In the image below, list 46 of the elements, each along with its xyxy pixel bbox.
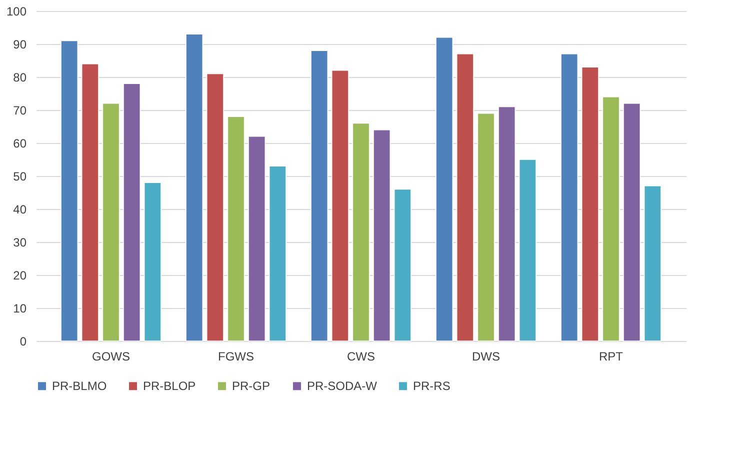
bar (186, 34, 204, 342)
bar (81, 63, 99, 342)
bar (644, 186, 662, 342)
bar (102, 103, 120, 342)
bar (394, 188, 412, 342)
y-tick-label: 60 (13, 136, 27, 150)
y-tick-label: 50 (13, 170, 27, 184)
bar (248, 136, 266, 342)
y-tick-label: 80 (13, 70, 27, 84)
bar (206, 73, 224, 342)
y-tick-label: 40 (13, 202, 27, 216)
bar (581, 66, 599, 342)
bar (560, 54, 578, 342)
x-tick-label: CWS (347, 350, 375, 364)
legend-label: PR-SODA-W (307, 379, 378, 394)
bar (331, 70, 349, 342)
y-tick-label: 10 (13, 302, 27, 316)
bar (498, 106, 516, 342)
bar (268, 166, 286, 342)
bar (352, 122, 370, 342)
x-tick-label: DWS (472, 350, 500, 364)
legend-label: PR-RS (413, 379, 450, 394)
bar (518, 159, 536, 342)
bar (60, 40, 78, 342)
bar (144, 182, 162, 342)
bar (310, 50, 328, 342)
x-tick-label: RPT (599, 350, 624, 364)
bar (623, 103, 641, 342)
y-tick-label: 70 (13, 104, 27, 118)
y-tick-label: 100 (6, 4, 27, 18)
x-tick-label: GOWS (92, 350, 130, 364)
legend-label: PR-BLMO (52, 379, 107, 394)
bar (436, 37, 454, 342)
bar (456, 54, 474, 342)
bar (602, 96, 620, 342)
bar (373, 129, 391, 342)
bar (227, 116, 245, 342)
x-tick-label: FGWS (218, 350, 254, 364)
y-tick-label: 0 (20, 334, 27, 348)
y-tick-label: 20 (13, 268, 27, 282)
legend-label: PR-GP (232, 379, 270, 394)
legend-label: PR-BLOP (143, 379, 196, 394)
y-tick-label: 90 (13, 38, 27, 52)
bar (123, 83, 141, 342)
y-tick-label: 30 (13, 236, 27, 250)
bar (477, 112, 495, 342)
